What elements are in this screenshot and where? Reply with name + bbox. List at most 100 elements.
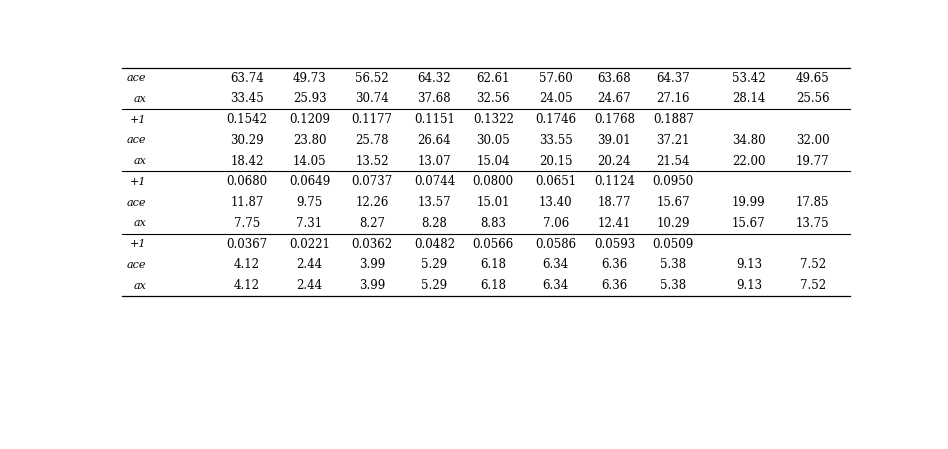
Text: 20.24: 20.24 <box>597 154 631 167</box>
Text: 5.29: 5.29 <box>421 279 447 292</box>
Text: 6.36: 6.36 <box>601 258 628 271</box>
Text: 0.0593: 0.0593 <box>593 238 635 251</box>
Text: 18.42: 18.42 <box>230 154 264 167</box>
Text: 6.34: 6.34 <box>542 279 569 292</box>
Text: 9.13: 9.13 <box>736 279 762 292</box>
Text: 6.18: 6.18 <box>481 258 506 271</box>
Text: 7.75: 7.75 <box>234 217 260 230</box>
Text: 9.13: 9.13 <box>736 258 762 271</box>
Text: 49.65: 49.65 <box>796 71 830 84</box>
Text: ace: ace <box>127 135 146 145</box>
Text: 8.28: 8.28 <box>422 217 447 230</box>
Text: 15.01: 15.01 <box>477 196 510 209</box>
Text: 13.07: 13.07 <box>418 154 451 167</box>
Text: 0.1177: 0.1177 <box>352 113 392 126</box>
Text: 0.0586: 0.0586 <box>535 238 576 251</box>
Text: 0.0482: 0.0482 <box>414 238 455 251</box>
Text: 7.52: 7.52 <box>800 279 826 292</box>
Text: 62.61: 62.61 <box>477 71 510 84</box>
Text: 15.67: 15.67 <box>656 196 690 209</box>
Text: 20.15: 20.15 <box>538 154 573 167</box>
Text: 6.36: 6.36 <box>601 279 628 292</box>
Text: 4.12: 4.12 <box>234 258 260 271</box>
Text: 0.0367: 0.0367 <box>227 238 267 251</box>
Text: 64.37: 64.37 <box>656 71 690 84</box>
Text: 30.74: 30.74 <box>356 92 389 106</box>
Text: 8.83: 8.83 <box>481 217 506 230</box>
Text: 3.99: 3.99 <box>359 279 385 292</box>
Text: 0.1746: 0.1746 <box>535 113 576 126</box>
Text: 15.67: 15.67 <box>732 217 766 230</box>
Text: 23.80: 23.80 <box>293 134 326 147</box>
Text: 0.0362: 0.0362 <box>352 238 392 251</box>
Text: ace: ace <box>127 73 146 83</box>
Text: 25.78: 25.78 <box>356 134 389 147</box>
Text: 22.00: 22.00 <box>732 154 766 167</box>
Text: 13.75: 13.75 <box>796 217 830 230</box>
Text: 56.52: 56.52 <box>356 71 389 84</box>
Text: 27.16: 27.16 <box>656 92 690 106</box>
Text: ax: ax <box>134 94 146 104</box>
Text: 0.1887: 0.1887 <box>653 113 694 126</box>
Text: 25.93: 25.93 <box>293 92 326 106</box>
Text: 32.56: 32.56 <box>477 92 510 106</box>
Text: 24.67: 24.67 <box>597 92 631 106</box>
Text: 2.44: 2.44 <box>297 279 322 292</box>
Text: 63.68: 63.68 <box>597 71 631 84</box>
Text: 37.21: 37.21 <box>656 134 690 147</box>
Text: 6.18: 6.18 <box>481 279 506 292</box>
Text: 7.06: 7.06 <box>542 217 569 230</box>
Text: 34.80: 34.80 <box>732 134 766 147</box>
Text: 32.00: 32.00 <box>796 134 830 147</box>
Text: +1: +1 <box>130 239 146 249</box>
Text: 8.27: 8.27 <box>359 217 385 230</box>
Text: 5.38: 5.38 <box>660 279 686 292</box>
Text: ax: ax <box>134 281 146 291</box>
Text: 37.68: 37.68 <box>418 92 451 106</box>
Text: 0.0800: 0.0800 <box>473 175 514 188</box>
Text: 0.0221: 0.0221 <box>289 238 330 251</box>
Text: 0.1151: 0.1151 <box>414 113 455 126</box>
Text: 18.77: 18.77 <box>597 196 631 209</box>
Text: 21.54: 21.54 <box>656 154 690 167</box>
Text: 3.99: 3.99 <box>359 258 385 271</box>
Text: 0.1209: 0.1209 <box>289 113 330 126</box>
Text: ace: ace <box>127 198 146 207</box>
Text: +1: +1 <box>130 114 146 124</box>
Text: 0.1322: 0.1322 <box>473 113 514 126</box>
Text: 5.29: 5.29 <box>421 258 447 271</box>
Text: 0.1542: 0.1542 <box>227 113 267 126</box>
Text: 0.0566: 0.0566 <box>472 238 514 251</box>
Text: 30.05: 30.05 <box>476 134 510 147</box>
Text: 12.26: 12.26 <box>356 196 389 209</box>
Text: 30.29: 30.29 <box>230 134 264 147</box>
Text: 7.52: 7.52 <box>800 258 826 271</box>
Text: 57.60: 57.60 <box>538 71 573 84</box>
Text: 2.44: 2.44 <box>297 258 322 271</box>
Text: 33.45: 33.45 <box>230 92 264 106</box>
Text: ax: ax <box>134 218 146 228</box>
Text: 39.01: 39.01 <box>597 134 631 147</box>
Text: 25.56: 25.56 <box>796 92 830 106</box>
Text: 13.57: 13.57 <box>418 196 451 209</box>
Text: ax: ax <box>134 156 146 166</box>
Text: 33.55: 33.55 <box>538 134 573 147</box>
Text: 24.05: 24.05 <box>538 92 573 106</box>
Text: 0.1768: 0.1768 <box>594 113 635 126</box>
Text: 0.0509: 0.0509 <box>652 238 694 251</box>
Text: 0.1124: 0.1124 <box>594 175 635 188</box>
Text: 19.99: 19.99 <box>732 196 766 209</box>
Text: 0.0649: 0.0649 <box>289 175 330 188</box>
Text: 0.0680: 0.0680 <box>227 175 267 188</box>
Text: 63.74: 63.74 <box>230 71 264 84</box>
Text: 0.0744: 0.0744 <box>413 175 455 188</box>
Text: 17.85: 17.85 <box>796 196 830 209</box>
Text: 0.0651: 0.0651 <box>535 175 576 188</box>
Text: 0.0950: 0.0950 <box>652 175 694 188</box>
Text: 14.05: 14.05 <box>293 154 326 167</box>
Text: 15.04: 15.04 <box>477 154 510 167</box>
Text: 49.73: 49.73 <box>293 71 326 84</box>
Text: 19.77: 19.77 <box>796 154 830 167</box>
Text: 64.32: 64.32 <box>418 71 451 84</box>
Text: 5.38: 5.38 <box>660 258 686 271</box>
